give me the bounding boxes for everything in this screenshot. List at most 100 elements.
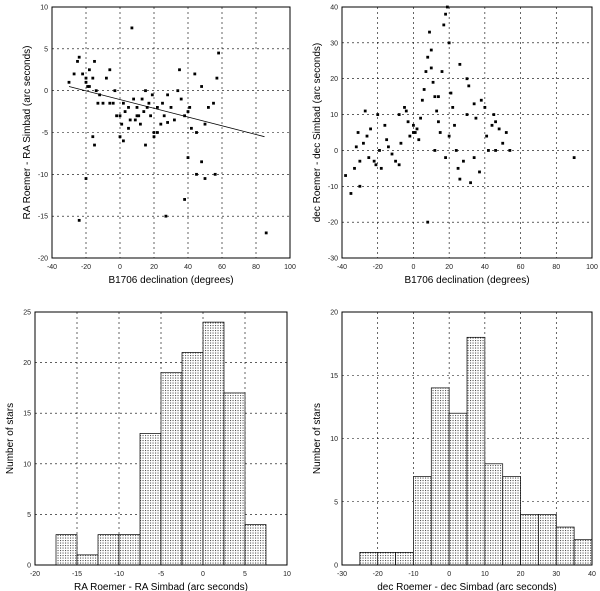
x-tick-label: 20 (517, 571, 525, 578)
data-point (353, 166, 356, 170)
y-tick-label: -10 (38, 172, 48, 179)
histogram-bar (502, 476, 521, 566)
x-tick-label: -40 (337, 264, 347, 271)
x-tick-label: -40 (47, 264, 57, 271)
data-point (438, 131, 442, 134)
x-tick-label: -20 (373, 571, 383, 578)
data-point (440, 70, 444, 73)
data-point (397, 113, 401, 116)
y-tick-label: -20 (38, 256, 48, 263)
histogram-bar (139, 433, 162, 566)
data-point (406, 120, 410, 124)
data-point (118, 135, 122, 139)
x-tick-label: 0 (411, 264, 415, 271)
x-tick-label: -20 (373, 264, 383, 271)
y-tick-label: 10 (23, 461, 31, 468)
data-point (81, 72, 84, 76)
y-axis-label: dec Roemer - dec Simbad (arc seconds) (312, 43, 323, 223)
data-point (465, 77, 469, 81)
x-tick-label: -10 (408, 571, 418, 578)
data-point (358, 159, 362, 163)
data-point (186, 156, 190, 159)
histogram-bar (555, 526, 575, 566)
data-point (193, 72, 197, 76)
data-point (428, 30, 431, 34)
data-point (76, 59, 79, 63)
y-tick-label: 0 (27, 563, 31, 570)
x-tick-label: -5 (158, 571, 164, 578)
data-point (362, 141, 365, 145)
data-point (426, 220, 430, 224)
data-point (390, 152, 394, 156)
data-point (161, 101, 164, 105)
data-point (84, 177, 88, 180)
data-point (412, 123, 415, 127)
histogram-bar (76, 554, 99, 566)
data-point (429, 66, 433, 70)
data-point (139, 122, 142, 126)
data-point (469, 181, 472, 185)
data-point (467, 84, 471, 88)
x-axis-label: RA Roemer - RA Simbad (arc seconds) (74, 582, 248, 591)
x-axis-label: B1706 declination (degrees) (404, 275, 529, 286)
data-point (420, 98, 424, 102)
data-point (127, 106, 130, 109)
plot-frame (51, 6, 291, 259)
x-tick-label: 10 (283, 571, 291, 578)
data-point (213, 172, 217, 176)
x-axis-label: dec Roemer - dec Simbad (arc seconds) (377, 582, 557, 591)
histogram-bar (466, 336, 486, 566)
data-point (399, 141, 403, 145)
data-point (88, 85, 91, 88)
data-point (397, 163, 401, 167)
data-point (77, 218, 81, 222)
histogram-bar (395, 551, 414, 566)
y-tick-label: 0 (334, 148, 338, 155)
y-axis-label: Number of stars (5, 403, 16, 474)
data-point (123, 110, 127, 113)
data-point (431, 80, 435, 84)
data-point (120, 122, 124, 126)
data-point (462, 159, 465, 163)
data-point (190, 126, 193, 130)
data-point (145, 106, 149, 109)
data-point (403, 106, 406, 109)
x-tick-label: 40 (184, 264, 192, 271)
data-point (508, 149, 512, 152)
x-tick-label: 20 (150, 264, 158, 271)
histogram-bar (181, 352, 204, 566)
x-tick-label: 0 (118, 264, 122, 271)
y-tick-label: 30 (330, 40, 338, 47)
data-point (195, 131, 198, 134)
y-tick-label: 15 (23, 411, 31, 418)
y-tick-label: -30 (328, 256, 338, 263)
data-point (378, 149, 381, 152)
data-point (433, 95, 437, 99)
data-point (94, 89, 98, 93)
data-point (404, 109, 408, 113)
data-point (84, 80, 88, 84)
data-point (115, 114, 118, 118)
data-point (128, 118, 132, 122)
y-axis-label: RA Roemer - RA Simbad (arc seconds) (22, 46, 33, 220)
histogram-bar (448, 412, 468, 566)
histogram-bar (573, 539, 593, 566)
data-point (478, 170, 481, 174)
data-point (264, 231, 268, 235)
data-point (437, 95, 440, 99)
x-tick-label: 10 (481, 571, 489, 578)
data-point (113, 89, 117, 93)
data-point (150, 93, 154, 97)
data-point (93, 59, 96, 63)
data-point (178, 68, 181, 72)
histogram-bar (538, 514, 557, 566)
data-point (156, 131, 159, 134)
data-point (369, 127, 372, 131)
data-point (454, 149, 458, 152)
data-point (111, 101, 115, 105)
histogram-bar (55, 534, 78, 566)
data-point (98, 93, 101, 97)
data-point (492, 113, 496, 116)
data-point (374, 163, 378, 167)
